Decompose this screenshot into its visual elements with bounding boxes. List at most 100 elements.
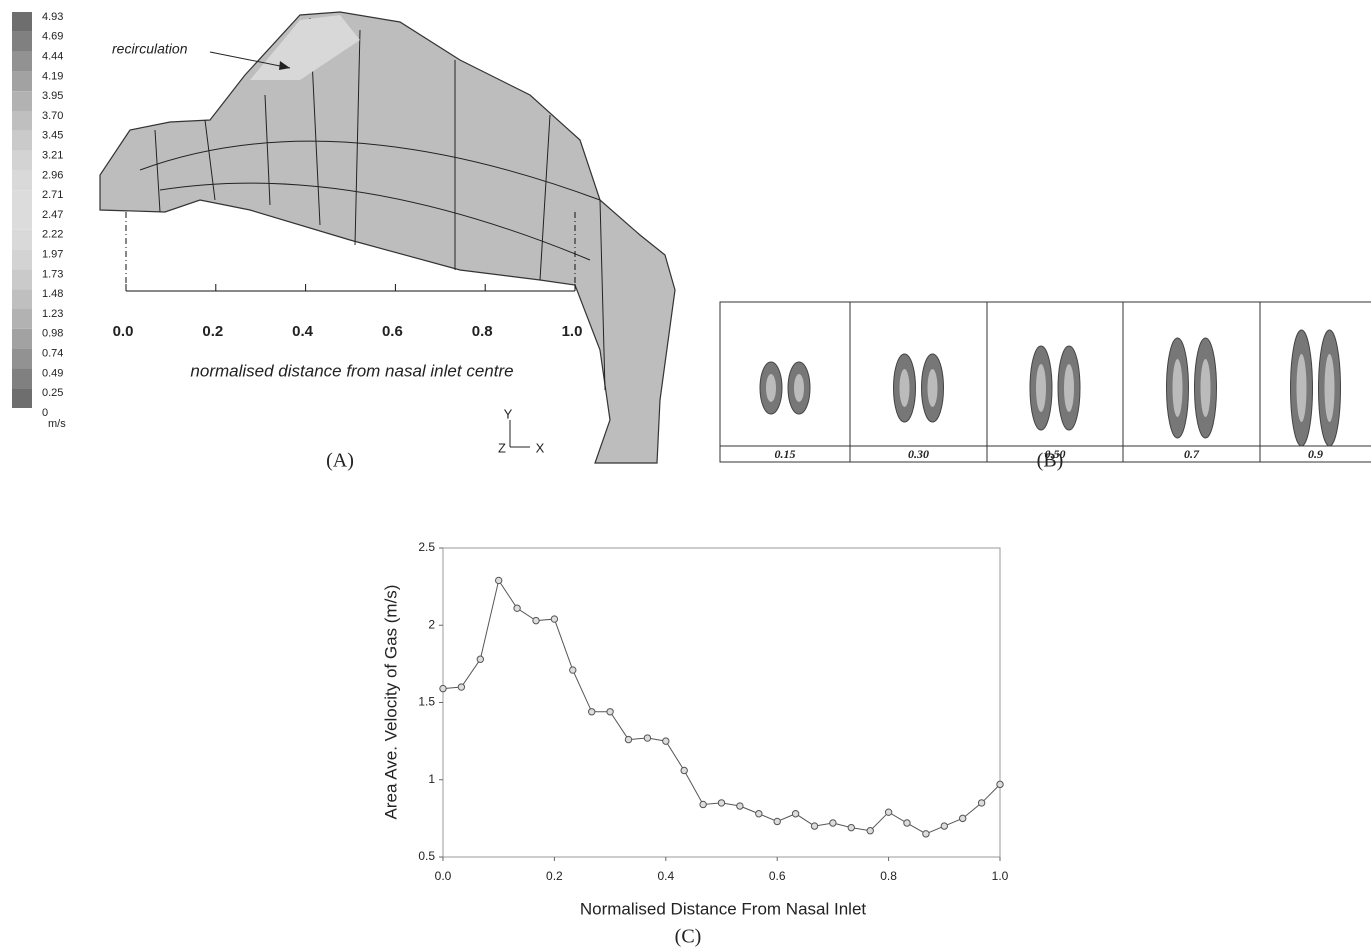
colorbar-swatch xyxy=(12,170,32,191)
section-core xyxy=(1324,354,1335,422)
axis-tick-label: 1.0 xyxy=(562,323,583,340)
colorbar-label: 1.23 xyxy=(42,308,63,320)
section-core xyxy=(1172,359,1183,417)
colorbar-swatch xyxy=(12,328,32,349)
caption: (C) xyxy=(675,926,702,948)
x-tick-label: 0.0 xyxy=(435,869,452,883)
axis-tick-label: 0.8 xyxy=(472,323,493,340)
colorbar-swatch xyxy=(12,309,32,329)
data-point xyxy=(755,810,763,818)
colorbar-label: 3.21 xyxy=(42,150,63,162)
data-point xyxy=(940,822,948,830)
data-point xyxy=(922,830,930,838)
colorbar-label: 2.47 xyxy=(42,209,63,221)
data-point xyxy=(476,655,485,663)
data-point xyxy=(829,819,837,827)
section-core xyxy=(1200,359,1211,417)
colorbar-label: 4.19 xyxy=(42,70,63,82)
colorbar-label: 2.22 xyxy=(42,229,63,241)
arrow-head xyxy=(279,61,290,70)
section-core xyxy=(927,369,938,407)
colorbar-label: 4.69 xyxy=(42,31,63,43)
y-tick-label: 0.5 xyxy=(418,849,435,863)
annotation: recirculation xyxy=(112,41,188,57)
axis-tick-label: 0.6 xyxy=(382,323,403,340)
colorbar-unit: m/s xyxy=(48,418,66,430)
colorbar-label: 1.48 xyxy=(42,288,63,300)
y-tick-label: 1 xyxy=(428,772,435,786)
x-tick-label: 0.6 xyxy=(769,869,786,883)
data-point xyxy=(810,822,819,830)
data-point xyxy=(958,814,967,823)
data-point xyxy=(717,799,726,807)
triad-x: X xyxy=(536,440,545,455)
data-point xyxy=(866,827,874,835)
y-tick-label: 2.5 xyxy=(418,540,435,554)
colorbar-label: 3.95 xyxy=(42,90,63,102)
data-point xyxy=(550,615,559,623)
data-point xyxy=(662,737,670,745)
data-point xyxy=(791,810,800,818)
colorbar-swatch xyxy=(12,190,32,210)
data-line xyxy=(442,579,1001,835)
caption: (B) xyxy=(1037,450,1064,472)
colorbar-swatch xyxy=(12,388,32,408)
section-core xyxy=(794,374,804,402)
colorbar-label: 1.97 xyxy=(42,249,63,261)
data-point xyxy=(847,823,855,832)
colorbar-swatch xyxy=(12,130,32,151)
x-tick-label: 0.4 xyxy=(657,869,674,883)
x-tick-label: 1.0 xyxy=(992,869,1009,883)
section-label: 0.50 xyxy=(1045,447,1066,461)
data-point xyxy=(736,802,744,810)
data-point xyxy=(588,708,596,716)
y-axis-label: Area Ave. Velocity of Gas (m/s) xyxy=(381,585,400,820)
colorbar-label: 0 xyxy=(42,407,48,419)
colorbar-swatch xyxy=(12,150,32,171)
plot-frame xyxy=(442,547,1001,858)
colorbar-label: 4.93 xyxy=(42,11,63,23)
colorbar-label: 0.25 xyxy=(42,387,63,399)
colorbar-label: 3.45 xyxy=(42,130,63,142)
colorbar-swatch xyxy=(12,289,32,309)
x-tick-label: 0.2 xyxy=(546,869,563,883)
section-label: 0.15 xyxy=(775,447,796,461)
section-label: 0.9 xyxy=(1308,447,1323,461)
section-label: 0.30 xyxy=(908,447,929,461)
colorbar-swatch xyxy=(12,210,32,230)
triad-z: Z xyxy=(498,440,506,455)
colorbar-swatch xyxy=(12,348,32,369)
data-point xyxy=(439,684,447,693)
caption: (A) xyxy=(326,450,354,472)
axis-tick-label: 0.2 xyxy=(202,323,223,340)
section-label: 0.7 xyxy=(1184,447,1200,461)
data-point xyxy=(606,708,614,716)
data-point xyxy=(773,817,781,826)
x-axis-label: Normalised Distance From Nasal Inlet xyxy=(580,899,867,918)
colorbar-label: 2.96 xyxy=(42,169,63,181)
axis-label: normalised distance from nasal inlet cen… xyxy=(190,361,513,380)
recirculation-region xyxy=(250,15,360,80)
axis-tick-label: 0.4 xyxy=(292,323,314,340)
data-point xyxy=(996,780,1004,789)
data-point xyxy=(532,616,540,625)
colorbar-label: 3.70 xyxy=(42,110,63,122)
colorbar-label: 0.74 xyxy=(42,348,63,360)
colorbar-swatch xyxy=(12,249,32,270)
colorbar-swatch xyxy=(12,229,32,250)
colorbar-label: 2.71 xyxy=(42,189,63,201)
data-point xyxy=(569,666,577,674)
data-point xyxy=(643,734,652,742)
axis-tick-label: 0.0 xyxy=(113,323,134,340)
colorbar-swatch xyxy=(12,91,32,111)
data-point xyxy=(884,808,893,816)
annotation-arrow xyxy=(209,51,291,69)
section-core xyxy=(1064,364,1074,412)
x-tick-label: 0.8 xyxy=(880,869,897,883)
section-core xyxy=(1296,354,1307,422)
data-point xyxy=(977,799,986,807)
data-point xyxy=(699,800,707,809)
data-point xyxy=(495,576,503,585)
data-point xyxy=(903,819,911,827)
triad-y: Y xyxy=(504,406,513,421)
